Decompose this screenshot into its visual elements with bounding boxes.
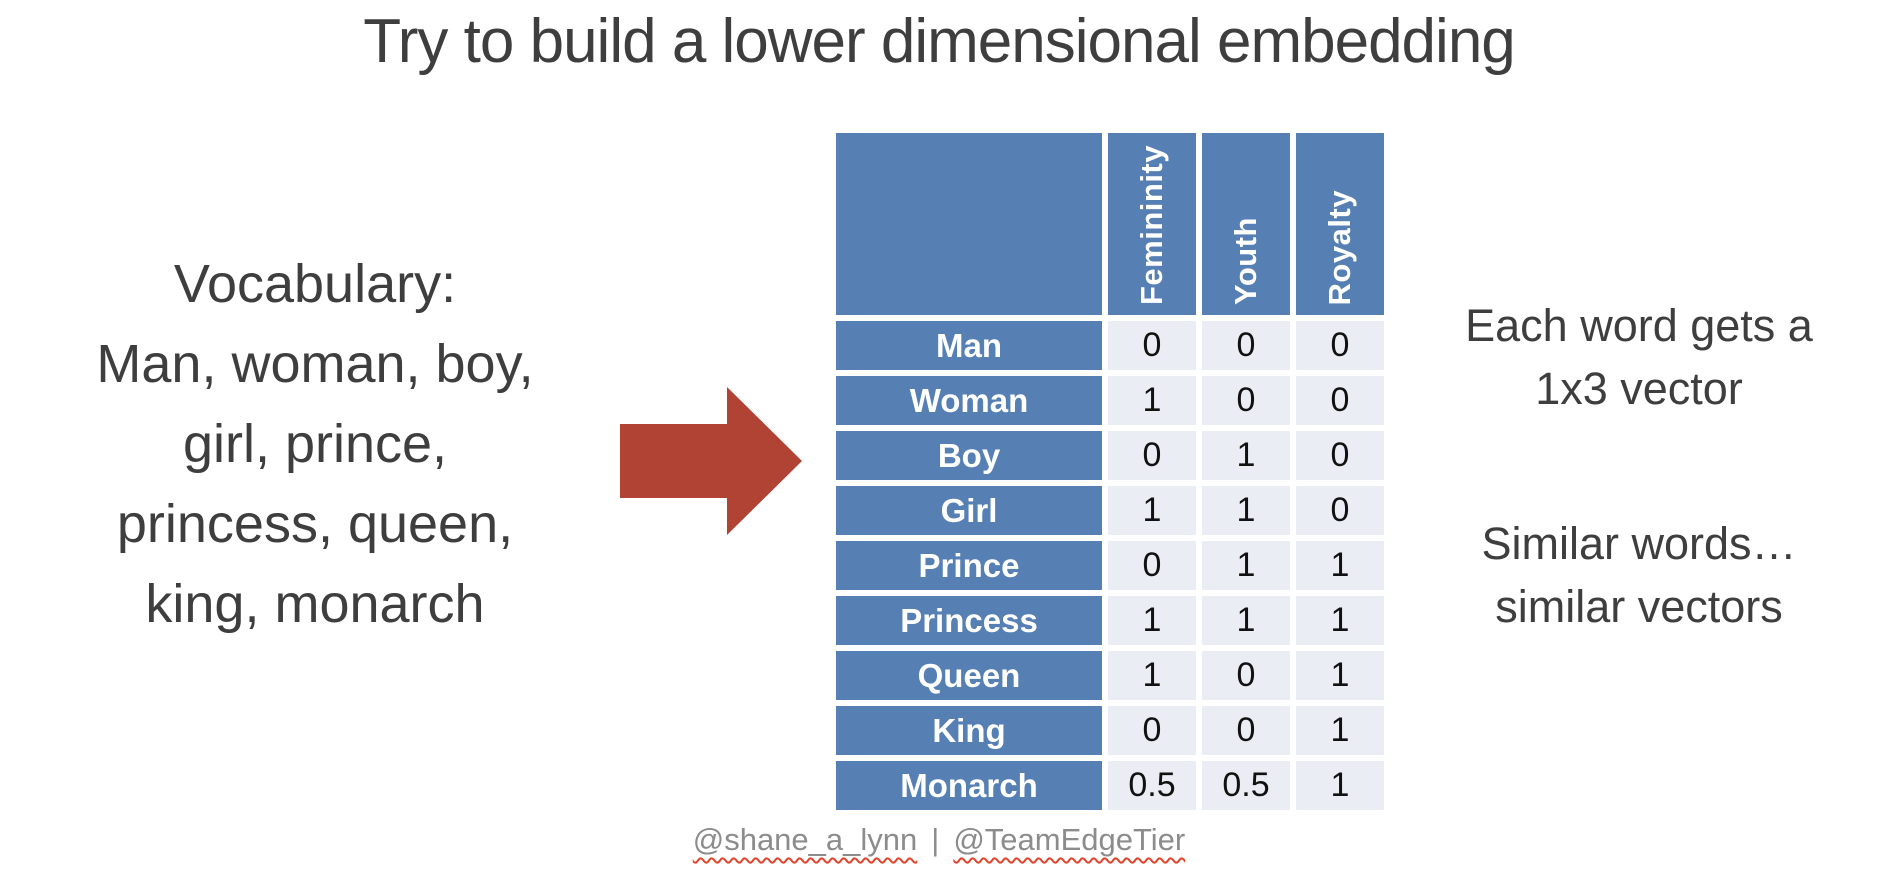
value-cell: 1 (1108, 486, 1196, 535)
row-label-king: King (836, 706, 1102, 755)
row-label-boy: Boy (836, 431, 1102, 480)
value-cell: 1 (1296, 541, 1384, 590)
table-corner-cell (836, 133, 1102, 315)
vocab-line: Man, woman, boy, (96, 334, 534, 394)
twitter-handle-teamedgetier: @TeamEdgeTier (953, 822, 1186, 857)
row-label-man: Man (836, 321, 1102, 370)
value-cell: 1 (1108, 596, 1196, 645)
arrow-right-icon (620, 387, 802, 535)
column-header-royalty: Royalty (1296, 133, 1384, 315)
value-cell: 1 (1108, 376, 1196, 425)
credit-separator: | (931, 822, 940, 857)
value-cell: 0 (1202, 321, 1290, 370)
vocab-line-heading: Vocabulary: (173, 254, 457, 314)
row-label-princess: Princess (836, 596, 1102, 645)
vocab-line: princess, queen, (116, 494, 514, 554)
value-cell: 0 (1108, 431, 1196, 480)
value-cell: 0.5 (1202, 761, 1290, 810)
column-header-youth: Youth (1202, 133, 1290, 315)
column-header-label: Royalty (1322, 189, 1357, 305)
value-cell: 1 (1202, 596, 1290, 645)
value-cell: 0.5 (1108, 761, 1196, 810)
column-header-label: Youth (1228, 216, 1263, 305)
value-cell: 0 (1108, 541, 1196, 590)
value-cell: 1 (1108, 651, 1196, 700)
value-cell: 1 (1296, 651, 1384, 700)
value-cell: 1 (1296, 596, 1384, 645)
value-cell: 0 (1202, 651, 1290, 700)
similarity-note: Similar words… similar vectors (1400, 512, 1878, 638)
vector-note-line2: 1x3 vector (1535, 363, 1743, 414)
value-cell: 1 (1296, 706, 1384, 755)
value-cell: 0 (1108, 321, 1196, 370)
twitter-handle-shane: @shane_a_lynn (692, 822, 918, 857)
row-label-queen: Queen (836, 651, 1102, 700)
value-cell: 0 (1202, 376, 1290, 425)
vector-note: Each word gets a 1x3 vector (1400, 294, 1878, 420)
vocab-line: king, monarch (145, 574, 485, 634)
row-label-woman: Woman (836, 376, 1102, 425)
vocab-line: girl, prince, (182, 414, 448, 474)
annotation-notes: Each word gets a 1x3 vector Similar word… (1400, 294, 1878, 638)
similarity-note-line1: Similar words… (1481, 518, 1797, 569)
value-cell: 0 (1296, 376, 1384, 425)
vocabulary-text: Vocabulary: Man, woman, boy, girl, princ… (10, 244, 620, 644)
value-cell: 1 (1202, 541, 1290, 590)
value-cell: 0 (1296, 321, 1384, 370)
value-cell: 1 (1296, 761, 1384, 810)
row-label-monarch: Monarch (836, 761, 1102, 810)
similarity-note-line2: similar vectors (1495, 581, 1783, 632)
value-cell: 1 (1202, 431, 1290, 480)
row-label-prince: Prince (836, 541, 1102, 590)
credit-line: @shane_a_lynn | @TeamEdgeTier (0, 822, 1878, 858)
embedding-table: Femininity Youth Royalty Man 0 0 0 Woman… (836, 133, 1384, 810)
column-header-label: Femininity (1134, 144, 1169, 305)
vector-note-line1: Each word gets a (1465, 300, 1813, 351)
slide-title: Try to build a lower dimensional embeddi… (363, 7, 1516, 76)
value-cell: 1 (1202, 486, 1290, 535)
column-header-femininity: Femininity (1108, 133, 1196, 315)
value-cell: 0 (1108, 706, 1196, 755)
value-cell: 0 (1296, 431, 1384, 480)
value-cell: 0 (1296, 486, 1384, 535)
row-label-girl: Girl (836, 486, 1102, 535)
value-cell: 0 (1202, 706, 1290, 755)
